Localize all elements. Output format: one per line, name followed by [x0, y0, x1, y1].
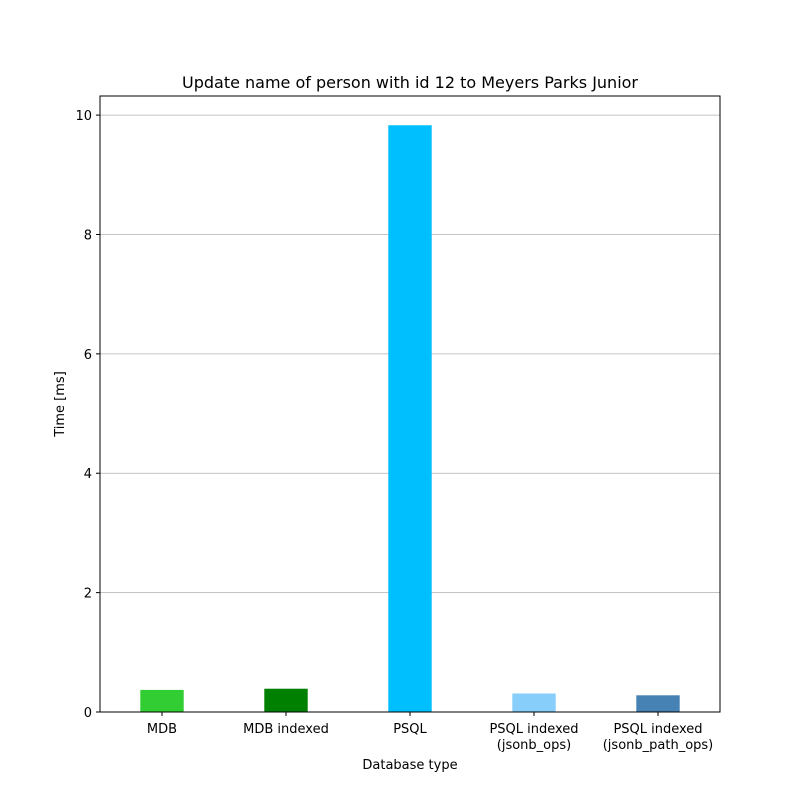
- x-tick-label: PSQL indexed (jsonb_path_ops): [603, 722, 714, 753]
- x-tick-label: PSQL indexed (jsonb_ops): [489, 722, 578, 753]
- y-tick-label: 6: [84, 348, 92, 363]
- bar: [140, 689, 184, 712]
- y-tick-label: 10: [75, 109, 92, 124]
- y-tick-label: 8: [84, 228, 92, 243]
- x-tick-label: MDB: [147, 722, 177, 737]
- y-axis-label: Time [ms]: [53, 371, 68, 438]
- bar: [264, 688, 308, 712]
- x-tick-label: MDB indexed: [243, 722, 329, 737]
- y-tick-label: 4: [84, 467, 92, 482]
- y-tick-label: 2: [84, 587, 92, 602]
- x-axis-ticks: MDB MDB indexed PSQL PSQL indexed (jsonb_ops…: [147, 712, 713, 753]
- y-axis-ticks: 0 2 4 6 8 10: [75, 109, 100, 721]
- bars: [140, 125, 680, 713]
- chart-title: Update name of person with id 12 to Meye…: [182, 73, 638, 92]
- x-tick-label: PSQL: [393, 722, 427, 737]
- bar: [512, 693, 556, 712]
- bar: [388, 125, 432, 713]
- y-tick-label: 0: [84, 706, 92, 721]
- bar: [636, 695, 680, 712]
- x-axis-label: Database type: [362, 758, 457, 773]
